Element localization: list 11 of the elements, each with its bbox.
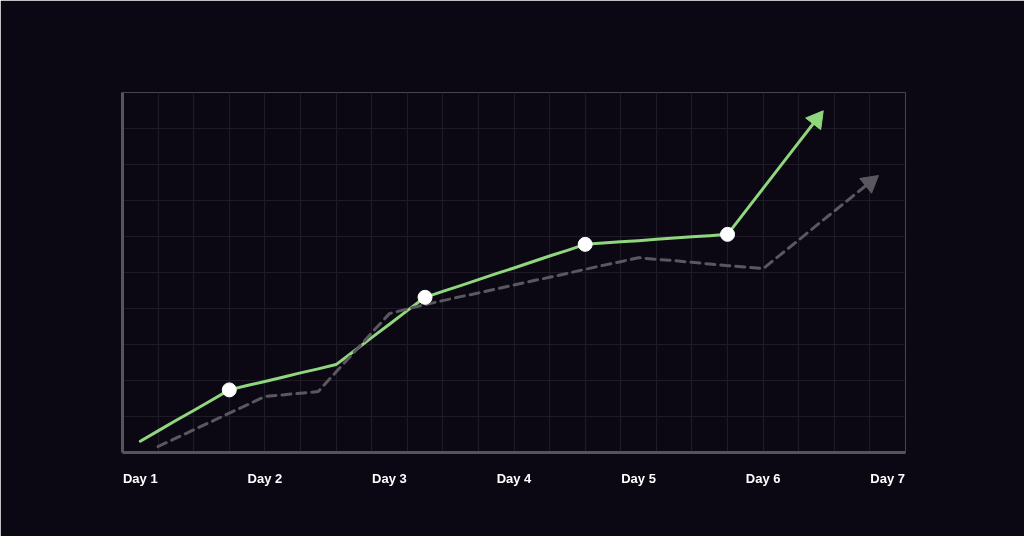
x-tick-label: Day 4 bbox=[496, 470, 533, 486]
x-tick-label: Day 2 bbox=[247, 470, 283, 486]
point bbox=[577, 236, 593, 252]
point bbox=[417, 289, 433, 305]
x-tick-label: Day 5 bbox=[621, 470, 656, 486]
x-tick-label: Day 1 bbox=[122, 470, 158, 486]
x-tick-label: Day 6 bbox=[745, 470, 781, 486]
x-tick-label: Day 7 bbox=[870, 470, 906, 486]
x-tick-label: Day 3 bbox=[372, 470, 407, 486]
point bbox=[221, 382, 237, 398]
point bbox=[720, 226, 736, 242]
